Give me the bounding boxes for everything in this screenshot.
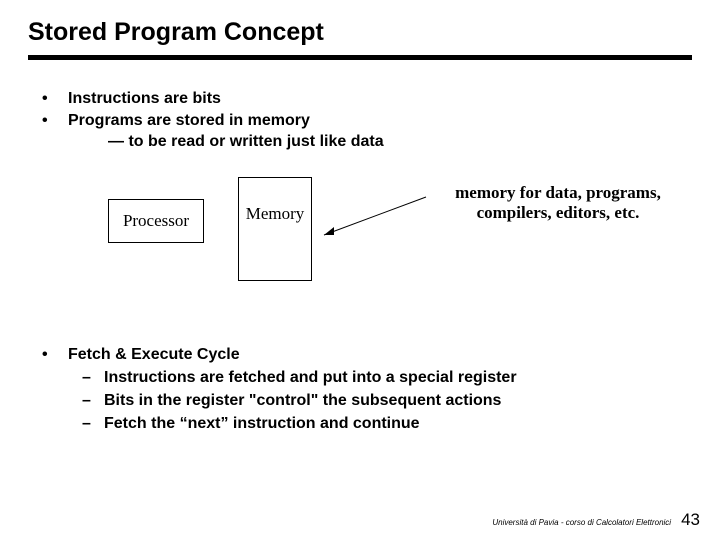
arrow-line: [324, 197, 426, 235]
bullet-mark-empty: [42, 131, 68, 153]
bullet-2-sub-text: — to be read or written just like data: [108, 131, 692, 153]
dash-mark: –: [82, 389, 104, 412]
cycle-item-2-text: Bits in the register "control" the subse…: [104, 389, 501, 412]
title-rule: [28, 55, 692, 60]
footer-text: Università di Pavia - corso di Calcolato…: [492, 518, 671, 527]
memory-label: Memory: [246, 204, 305, 224]
cycle-head: • Fetch & Execute Cycle: [42, 343, 692, 366]
cycle-item-1-text: Instructions are fetched and put into a …: [104, 366, 517, 389]
cycle-head-text: Fetch & Execute Cycle: [68, 343, 692, 366]
top-bullet-list: • Instructions are bits • Programs are s…: [42, 88, 692, 153]
annotation-line2: compilers, editors, etc.: [477, 203, 640, 222]
dash-mark: –: [82, 412, 104, 435]
bullet-2-text: Programs are stored in memory: [68, 110, 692, 132]
cycle-item-1: – Instructions are fetched and put into …: [82, 366, 692, 389]
slide: Stored Program Concept • Instructions ar…: [0, 0, 720, 540]
annotation-line1: memory for data, programs,: [455, 183, 661, 202]
cycle-item-3: – Fetch the “next” instruction and conti…: [82, 412, 692, 435]
arrow-head: [324, 227, 334, 235]
bullet-2-sub: — to be read or written just like data: [42, 131, 692, 153]
bullet-2: • Programs are stored in memory: [42, 110, 692, 132]
page-title: Stored Program Concept: [28, 18, 692, 47]
dash-mark: –: [82, 366, 104, 389]
cycle-item-2: – Bits in the register "control" the sub…: [82, 389, 692, 412]
diagram: Processor Memory memory for data, progra…: [28, 177, 692, 317]
cycle-item-3-text: Fetch the “next” instruction and continu…: [104, 412, 420, 435]
memory-box: Memory: [238, 177, 312, 281]
arrow-icon: [320, 191, 432, 243]
processor-box: Processor: [108, 199, 204, 243]
bullet-mark: •: [42, 110, 68, 132]
bullet-mark: •: [42, 343, 68, 366]
processor-label: Processor: [123, 211, 189, 231]
bullet-mark: •: [42, 88, 68, 110]
footer: Università di Pavia - corso di Calcolato…: [492, 510, 700, 530]
bullet-1: • Instructions are bits: [42, 88, 692, 110]
memory-annotation: memory for data, programs, compilers, ed…: [428, 183, 688, 224]
cycle-bullet-list: • Fetch & Execute Cycle – Instructions a…: [42, 343, 692, 436]
page-number: 43: [681, 510, 700, 530]
bullet-1-text: Instructions are bits: [68, 88, 692, 110]
